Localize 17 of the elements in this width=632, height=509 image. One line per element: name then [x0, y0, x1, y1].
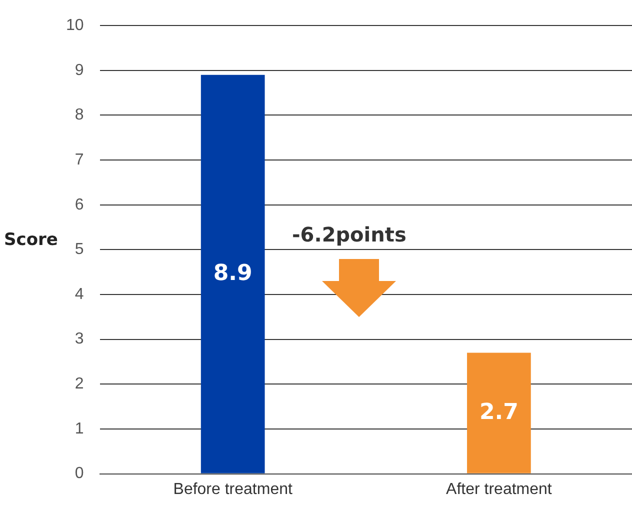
- y-tick-label: 3: [74, 330, 84, 348]
- y-tick-label: 0: [74, 465, 84, 482]
- y-tick-label: 10: [66, 17, 84, 34]
- x-tick-label: Before treatment: [173, 480, 293, 498]
- y-axis-title: Score: [4, 230, 58, 250]
- y-tick-label: 6: [74, 196, 84, 214]
- y-tick-label: 5: [74, 241, 84, 258]
- y-tick-label: 2: [74, 376, 84, 393]
- annotation: -6.2points: [292, 222, 406, 246]
- data-label: 2.7: [479, 400, 518, 425]
- y-tick-label: 1: [74, 420, 84, 438]
- x-tick-label: After treatment: [446, 480, 552, 498]
- data-label: 8.9: [213, 260, 252, 286]
- y-tick-label: 9: [74, 62, 84, 79]
- y-tick-label: 8: [74, 106, 84, 124]
- y-tick-label: 7: [74, 151, 84, 168]
- y-tick-label: 4: [74, 286, 84, 303]
